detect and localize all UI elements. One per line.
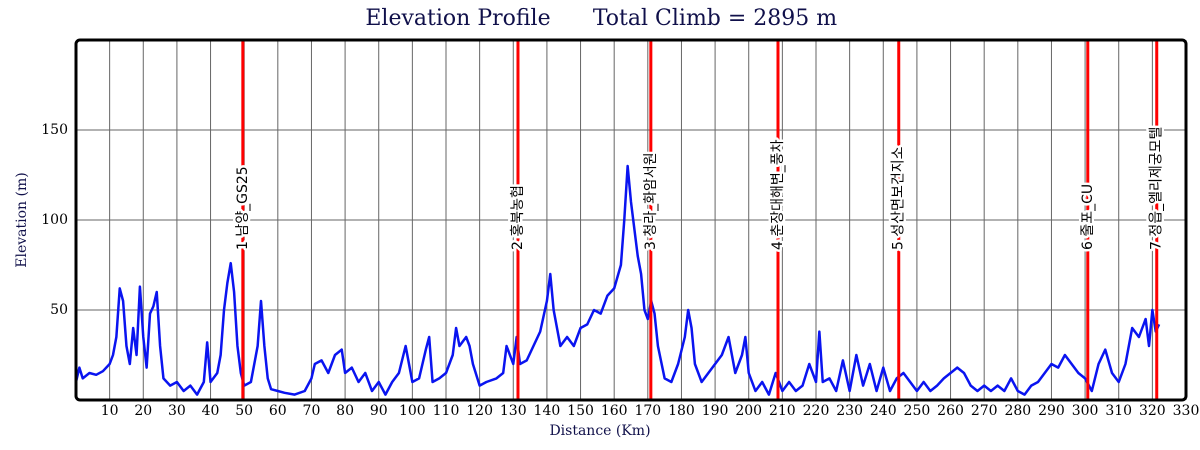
x-tick-label: 300	[1072, 403, 1099, 419]
x-tick-label: 180	[668, 403, 695, 419]
x-tick-label: 70	[303, 403, 321, 419]
x-tick-label: 160	[601, 403, 628, 419]
elevation-line	[74, 164, 1161, 396]
x-tick-label: 40	[202, 403, 220, 419]
x-tick-label: 150	[567, 403, 594, 419]
x-tick-label: 170	[634, 403, 661, 419]
chart-title: Elevation Profile	[365, 6, 550, 31]
x-tick-label: 270	[971, 403, 998, 419]
x-tick-label: 250	[904, 403, 931, 419]
checkpoint-label: 1 남양_GS25	[235, 166, 251, 250]
x-tick-label: 200	[735, 403, 762, 419]
x-tick-label: 100	[399, 403, 426, 419]
x-axis-label: Distance (Km)	[549, 423, 650, 439]
x-tick-label: 290	[1038, 403, 1065, 419]
x-tick-label: 280	[1004, 403, 1031, 419]
y-tick-label: 150	[41, 122, 68, 138]
x-tick-label: 110	[433, 403, 460, 419]
x-tick-label: 190	[702, 403, 729, 419]
x-tick-label: 260	[937, 403, 964, 419]
chart-subtitle: Total Climb = 2895 m	[593, 6, 837, 31]
y-axis-label: Elevation (m)	[14, 172, 30, 267]
x-tick-label: 140	[534, 403, 561, 419]
x-tick-label: 50	[235, 403, 253, 419]
x-tick-label: 20	[134, 403, 152, 419]
x-tick-label: 330	[1173, 403, 1200, 419]
checkpoint-label: 7 정읍_엘리제궁모텔	[1149, 127, 1165, 250]
x-tick-label: 60	[269, 403, 287, 419]
x-tick-label: 80	[336, 403, 354, 419]
x-tick-label: 310	[1105, 403, 1132, 419]
checkpoint-label: 3 청라_화암서원	[643, 152, 659, 250]
y-tick-label: 100	[41, 212, 68, 228]
x-tick-label: 130	[500, 403, 527, 419]
x-tick-label: 240	[870, 403, 897, 419]
plot-frame	[74, 38, 1188, 402]
x-tick-label: 10	[101, 403, 119, 419]
x-tick-label: 30	[168, 403, 186, 419]
x-tick-label: 120	[466, 403, 493, 419]
checkpoint-label: 5 성산면보건지소	[891, 146, 907, 250]
x-tick-label: 320	[1139, 403, 1166, 419]
checkpoint-label: 6 줄포_CU	[1080, 184, 1096, 250]
checkpoint-label: 2 홍북농협	[510, 185, 526, 250]
x-tick-label: 210	[769, 403, 796, 419]
checkpoint-label: 4 춘장대해변_풍차	[770, 139, 786, 250]
x-tick-label: 90	[370, 403, 388, 419]
x-tick-label: 230	[836, 403, 863, 419]
x-tick-label: 220	[803, 403, 830, 419]
y-tick-label: 50	[50, 302, 68, 318]
